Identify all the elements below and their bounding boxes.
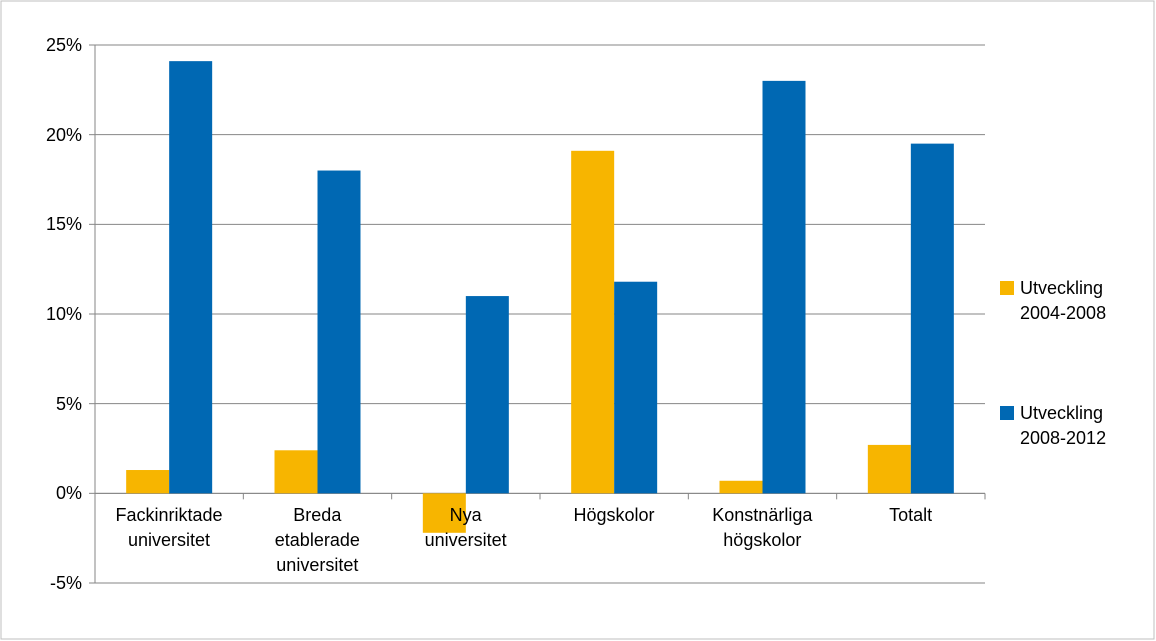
bar [422,493,466,533]
bar [614,281,658,494]
y-tick-label: -5% [49,573,82,593]
legend-swatch [1000,281,1014,295]
legend-label: Utveckling 2008-2012 [1020,403,1107,448]
bar [274,450,318,494]
bar [126,470,170,494]
legend-label: Utveckling 2004-2008 [1020,278,1107,323]
bar [910,143,954,494]
y-tick-label: 25% [45,35,82,55]
bar [571,150,615,494]
legend-swatch [1000,406,1014,420]
bar [169,61,213,494]
y-tick-label: 5% [55,393,82,414]
x-tick-label: Nya universitet [424,505,507,551]
bar [465,296,509,494]
bar [762,80,806,494]
bar [317,170,361,494]
x-tick-label: Totalt [889,505,933,526]
x-tick-label: Fackinriktade universitet [115,505,223,551]
bar [719,480,763,494]
x-tick-label: Breda etablerade universitet [274,505,360,576]
y-tick-label: 10% [45,304,82,324]
y-tick-label: 0% [55,483,82,504]
bar [867,444,911,494]
x-tick-label: Konstnärliga högskolor [712,505,813,551]
y-tick-label: 20% [45,124,82,145]
y-tick-label: 15% [45,214,82,235]
x-tick-label: Högskolor [573,505,655,526]
